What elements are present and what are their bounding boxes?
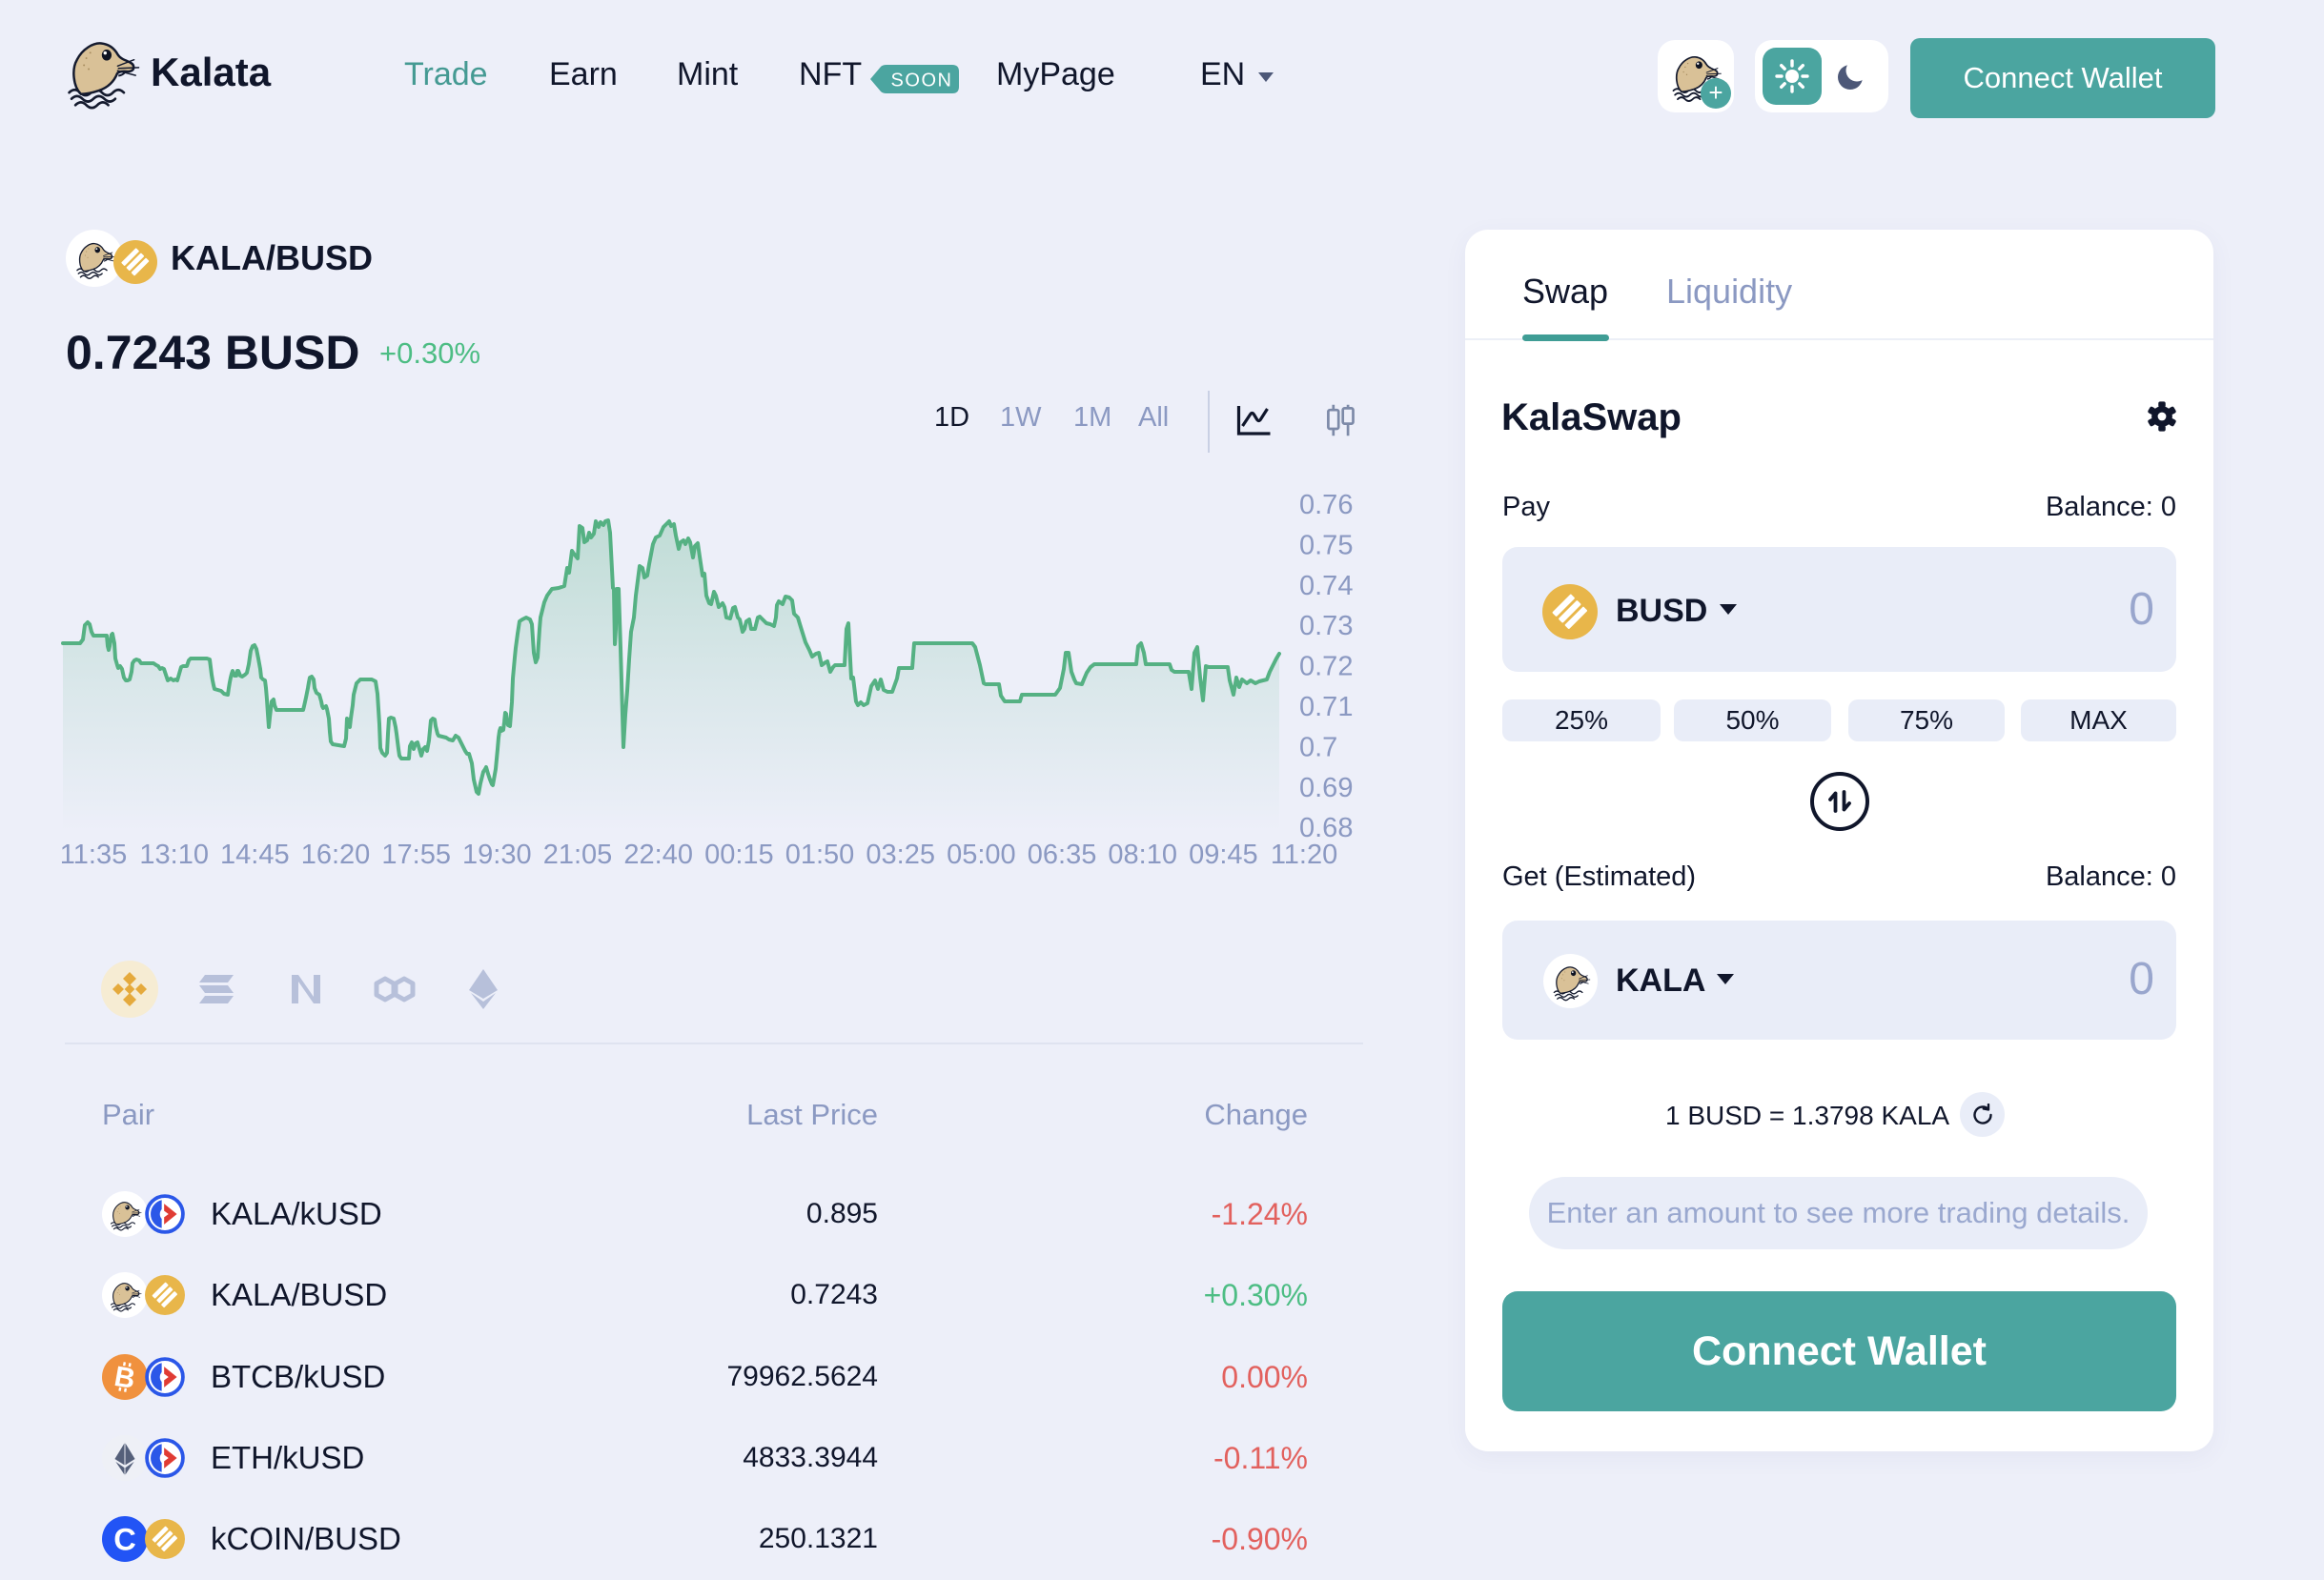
svg-text:11:35: 11:35 xyxy=(60,840,127,870)
svg-text:17:55: 17:55 xyxy=(381,840,451,870)
svg-text:0.69: 0.69 xyxy=(1299,773,1353,803)
svg-text:0.76: 0.76 xyxy=(1299,490,1353,520)
svg-text:0.7: 0.7 xyxy=(1299,732,1337,762)
svg-text:16:20: 16:20 xyxy=(301,840,371,870)
svg-text:SOON: SOON xyxy=(891,71,953,91)
svg-text:0.75: 0.75 xyxy=(1299,530,1353,560)
svg-text:0.68: 0.68 xyxy=(1299,813,1353,843)
svg-text:19:30: 19:30 xyxy=(462,840,532,870)
svg-text:08:10: 08:10 xyxy=(1108,840,1177,870)
svg-text:00:15: 00:15 xyxy=(704,840,774,870)
svg-text:0.73: 0.73 xyxy=(1299,611,1353,641)
svg-text:11:20: 11:20 xyxy=(1271,840,1337,870)
svg-text:05:00: 05:00 xyxy=(947,840,1016,870)
svg-text:14:45: 14:45 xyxy=(220,840,290,870)
svg-text:22:40: 22:40 xyxy=(623,840,693,870)
svg-text:03:25: 03:25 xyxy=(866,840,935,870)
svg-text:0.72: 0.72 xyxy=(1299,652,1353,682)
svg-text:13:10: 13:10 xyxy=(139,840,209,870)
svg-text:0.74: 0.74 xyxy=(1299,571,1353,601)
svg-text:01:50: 01:50 xyxy=(785,840,855,870)
svg-text:09:45: 09:45 xyxy=(1189,840,1258,870)
svg-text:21:05: 21:05 xyxy=(543,840,613,870)
svg-text:0.71: 0.71 xyxy=(1299,692,1353,722)
svg-text:06:35: 06:35 xyxy=(1028,840,1097,870)
